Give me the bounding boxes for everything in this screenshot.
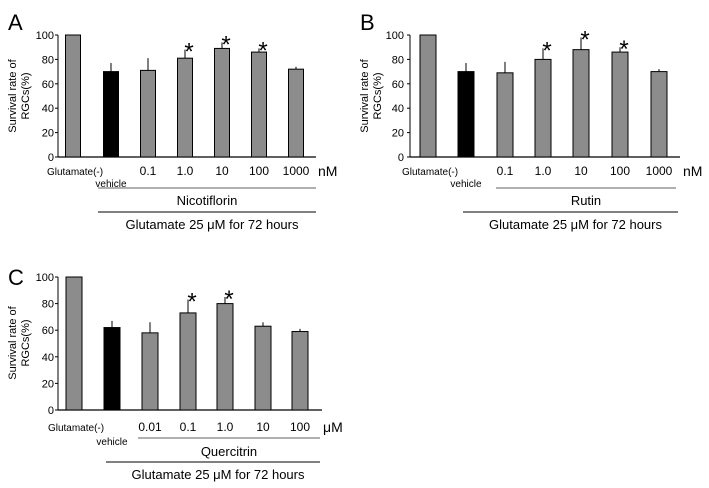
x-tick-label: 0.1 [180, 420, 197, 434]
significance-asterisk: * [224, 286, 233, 313]
y-tick-label: 60 [392, 79, 404, 91]
bar [288, 68, 304, 158]
x-tick-label: 0.1 [497, 164, 514, 178]
bar [103, 327, 121, 411]
x-tick-label: Glutamate(-) [48, 423, 104, 434]
y-tick-label: 80 [42, 54, 54, 66]
x-tick-label: 100 [610, 164, 630, 178]
x-tick-label: 1.0 [177, 164, 194, 178]
significance-asterisk: * [187, 289, 196, 316]
x-tick-label: vehicle [95, 179, 127, 190]
x-tick-label: 0.01 [138, 420, 162, 434]
y-tick-label: 40 [392, 103, 404, 115]
x-tick-label: Glutamate(-) [402, 167, 458, 178]
unit-label: μM [323, 419, 343, 435]
x-tick-label: 1000 [646, 164, 673, 178]
y-tick-label: 60 [42, 325, 54, 337]
treatment-label: Glutamate 25 μM for 72 hours [132, 467, 305, 482]
x-tick-label: 10 [215, 164, 229, 178]
significance-asterisk: * [221, 31, 230, 58]
y-tick-label: 80 [42, 299, 54, 311]
significance-asterisk: * [619, 36, 628, 63]
y-tick-label: 100 [36, 30, 54, 42]
unit-label: nM [318, 163, 337, 179]
y-axis-label-line2: RGCs(%) [20, 319, 32, 366]
significance-asterisk: * [542, 37, 551, 64]
y-tick-label: 40 [42, 352, 54, 364]
compound-label: Nicotiflorin [177, 193, 238, 208]
y-tick-label: 0 [48, 152, 54, 164]
treatment-label: Glutamate 25 μM for 72 hours [489, 217, 662, 232]
bar [496, 72, 514, 158]
y-axis-label: Survival rate of [7, 305, 19, 379]
y-tick-label: 100 [386, 30, 404, 42]
bar [214, 47, 230, 158]
bar [254, 325, 272, 411]
x-tick-label: 100 [290, 420, 310, 434]
bar [534, 58, 552, 158]
y-tick-label: 20 [42, 378, 54, 390]
x-tick-label: 1000 [283, 164, 310, 178]
y-tick-label: 0 [48, 405, 54, 417]
significance-asterisk: * [258, 37, 267, 64]
x-tick-label: 1.0 [535, 164, 552, 178]
bar [65, 276, 83, 411]
bar [141, 332, 159, 411]
bar [140, 69, 156, 158]
bar [251, 51, 267, 158]
x-tick-label: vehicle [450, 179, 482, 190]
x-tick-label: 1.0 [217, 420, 234, 434]
x-tick-label: 100 [249, 164, 269, 178]
bar [103, 71, 119, 158]
bar [419, 34, 437, 158]
bar [291, 331, 309, 411]
bar [611, 51, 629, 158]
x-tick-label: Glutamate(-) [47, 167, 103, 178]
y-tick-label: 20 [392, 128, 404, 140]
x-tick-label: 10 [256, 420, 270, 434]
panel-label: B [360, 10, 375, 35]
bar [65, 34, 81, 158]
unit-label: nM [683, 163, 702, 179]
significance-asterisk: * [184, 39, 193, 66]
panel-label: C [8, 265, 24, 290]
y-tick-label: 20 [42, 128, 54, 140]
y-tick-label: 40 [42, 103, 54, 115]
y-tick-label: 100 [36, 272, 54, 284]
bar [177, 57, 193, 158]
y-axis-label-line2: RGCs(%) [20, 72, 32, 119]
y-axis-label-line2: RGCs(%) [372, 72, 384, 119]
treatment-label: Glutamate 25 μM for 72 hours [126, 217, 299, 232]
compound-label: Quercitrin [201, 444, 257, 459]
y-tick-label: 0 [398, 152, 404, 164]
bar [216, 303, 234, 411]
bar [179, 312, 197, 411]
bar [457, 71, 475, 158]
x-tick-label: 10 [574, 164, 588, 178]
y-tick-label: 80 [392, 54, 404, 66]
x-tick-label: vehicle [96, 437, 128, 448]
y-tick-label: 60 [42, 79, 54, 91]
bar [650, 71, 668, 158]
bar [572, 49, 590, 158]
y-axis-label: Survival rate of [7, 58, 19, 132]
y-axis-label: Survival rate of [359, 58, 371, 132]
compound-label: Rutin [571, 193, 601, 208]
significance-asterisk: * [580, 26, 589, 53]
panel-label: A [8, 10, 23, 35]
x-tick-label: 0.1 [140, 164, 157, 178]
